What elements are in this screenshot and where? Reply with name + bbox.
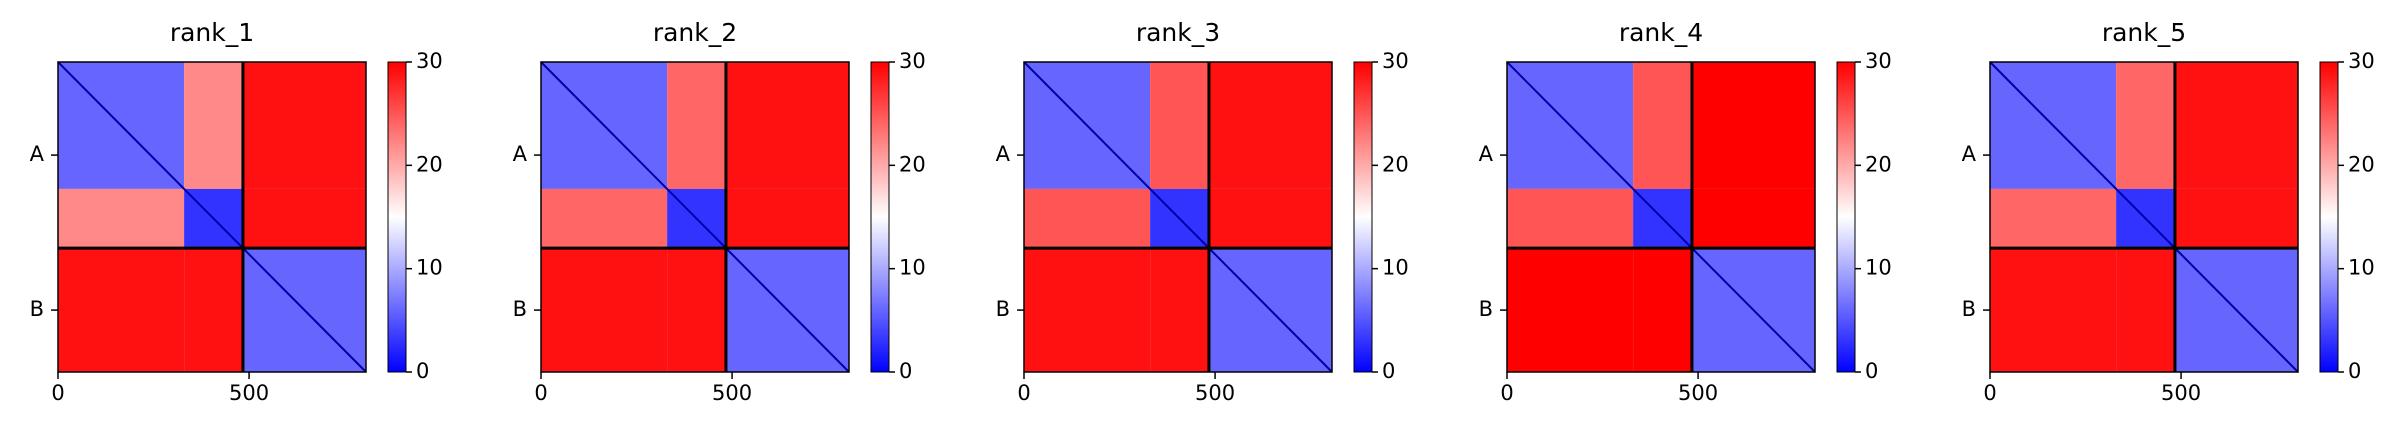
x-tick-label: 500 — [1678, 381, 1718, 405]
heatmap-cell — [1150, 248, 1209, 372]
x-tick-label: 0 — [1500, 381, 1513, 405]
heatmap-cell — [2174, 188, 2298, 249]
heatmap-cell — [1208, 62, 1332, 189]
y-tick-label: A — [1479, 142, 1494, 166]
diagonal — [540, 61, 850, 373]
colorbar-tick-label: 30 — [1865, 49, 1892, 73]
heatmap-cell — [184, 62, 243, 189]
heatmap-cell — [541, 188, 668, 249]
heatmap-cell — [1633, 62, 1692, 189]
colorbar-tick-label: 30 — [899, 49, 926, 73]
x-tick-label: 0 — [51, 381, 64, 405]
colorbar-tick-label: 10 — [1865, 256, 1892, 280]
y-tick-label: A — [30, 142, 45, 166]
colorbar-tick-label: 20 — [1865, 152, 1892, 176]
diagonal — [1989, 61, 2299, 373]
plot-frame — [1023, 61, 1333, 373]
y-tick-label: A — [1962, 142, 1977, 166]
colorbar — [1836, 61, 1856, 373]
heatmap-cell — [1507, 248, 1634, 372]
heatmap-cell — [1691, 188, 1815, 249]
y-tick-label: B — [996, 297, 1010, 321]
colorbar-tick-label: 30 — [1382, 49, 1409, 73]
colorbar — [870, 61, 890, 373]
y-tick-label: B — [1962, 297, 1976, 321]
x-tick-label: 500 — [712, 381, 752, 405]
diagonal — [57, 61, 367, 373]
heatmap-cell — [1024, 248, 1151, 372]
heatmap-cell — [1691, 62, 1815, 189]
heatmap-cell — [2116, 248, 2175, 372]
colorbar-tick-label: 0 — [1382, 359, 1395, 383]
heatmap-cell — [1507, 188, 1634, 249]
heatmap-cell — [667, 248, 726, 372]
colorbar-tick-label: 30 — [416, 49, 443, 73]
x-tick-label: 500 — [2161, 381, 2201, 405]
heatmap-cell — [58, 248, 185, 372]
colorbar-tick-label: 0 — [899, 359, 912, 383]
heatmap-cell — [2174, 62, 2298, 189]
panel-title: rank_2 — [653, 18, 737, 47]
heatmap-cell — [1990, 248, 2117, 372]
panel-title: rank_1 — [170, 18, 254, 47]
y-tick-label: B — [513, 297, 527, 321]
colorbar-tick-label: 0 — [2348, 359, 2361, 383]
colorbar-tick-label: 10 — [2348, 256, 2375, 280]
diagonal — [1023, 61, 1333, 373]
colorbar-tick-label: 20 — [899, 152, 926, 176]
x-tick-label: 0 — [534, 381, 547, 405]
x-tick-label: 0 — [1017, 381, 1030, 405]
heatmap-cell — [1990, 188, 2117, 249]
plot-frame — [1989, 61, 2299, 373]
colorbar-tick-label: 10 — [1382, 256, 1409, 280]
heatmap-cell — [1024, 188, 1151, 249]
colorbar-tick-label: 20 — [1382, 152, 1409, 176]
heatmap-cell — [242, 62, 366, 189]
colorbar-tick-label: 10 — [899, 256, 926, 280]
colorbar-tick-label: 30 — [2348, 49, 2375, 73]
y-tick-label: A — [513, 142, 528, 166]
colorbar-tick-label: 10 — [416, 256, 443, 280]
y-tick-label: B — [30, 297, 44, 321]
x-tick-label: 500 — [1195, 381, 1235, 405]
panel-title: rank_3 — [1136, 18, 1220, 47]
y-tick-label: B — [1479, 297, 1493, 321]
heatmap-cell — [667, 62, 726, 189]
heatmap-cell — [541, 248, 668, 372]
colorbar-tick-label: 0 — [1865, 359, 1878, 383]
colorbar — [2319, 61, 2339, 373]
plot-frame — [540, 61, 850, 373]
panel-title: rank_4 — [1619, 18, 1703, 47]
heatmap-cell — [725, 62, 849, 189]
heatmap-cell — [725, 188, 849, 249]
x-tick-label: 0 — [1983, 381, 1996, 405]
plot-frame — [1506, 61, 1816, 373]
plot-frame — [57, 61, 367, 373]
colorbar-tick-label: 20 — [416, 152, 443, 176]
heatmap-cell — [1633, 248, 1692, 372]
heatmap-cell — [242, 188, 366, 249]
x-tick-label: 500 — [229, 381, 269, 405]
heatmap-cell — [1208, 188, 1332, 249]
heatmap-cell — [1150, 62, 1209, 189]
colorbar — [1353, 61, 1373, 373]
colorbar-tick-label: 0 — [416, 359, 429, 383]
heatmap-cell — [58, 188, 185, 249]
colorbar-tick-label: 20 — [2348, 152, 2375, 176]
panel-title: rank_5 — [2102, 18, 2186, 47]
diagonal — [1506, 61, 1816, 373]
y-tick-label: A — [996, 142, 1011, 166]
heatmap-cell — [2116, 62, 2175, 189]
colorbar — [387, 61, 407, 373]
heatmap-cell — [184, 248, 243, 372]
